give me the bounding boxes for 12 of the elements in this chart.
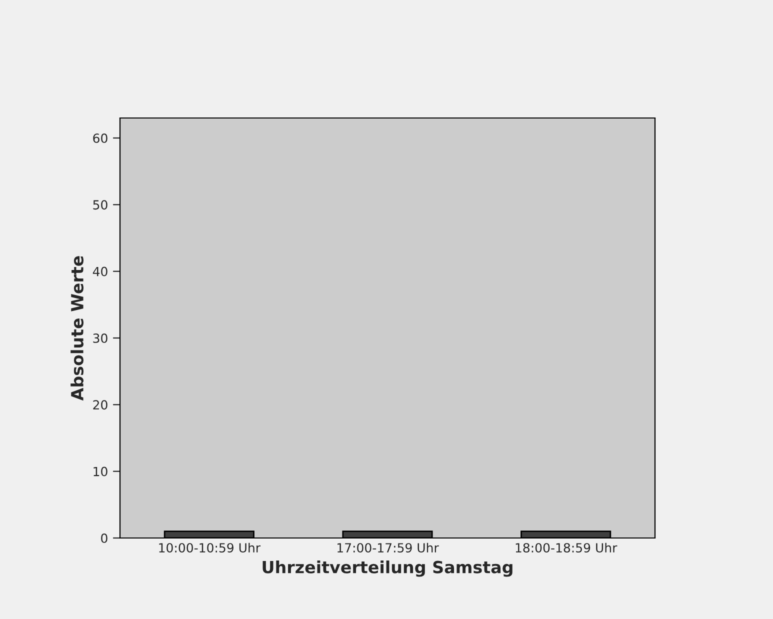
- y-tick-label: 20: [93, 400, 108, 410]
- x-tick-label: 18:00-18:59 Uhr: [516, 542, 618, 553]
- y-tick-label: 60: [93, 133, 108, 143]
- y-tick-label: 30: [93, 333, 108, 343]
- x-axis-title: Uhrzeitverteilung Samstag: [262, 560, 512, 577]
- x-tick-label: 10:00-10:59 Uhr: [159, 542, 261, 553]
- y-tick-label: 50: [93, 200, 108, 210]
- x-tick-label: 17:00-17:59 Uhr: [338, 542, 439, 553]
- y-axis-title: Absolute Werte: [70, 256, 84, 401]
- y-tick-label: 0: [101, 533, 108, 543]
- y-tick-label: 40: [92, 266, 108, 276]
- y-tick-label: 10: [94, 466, 108, 476]
